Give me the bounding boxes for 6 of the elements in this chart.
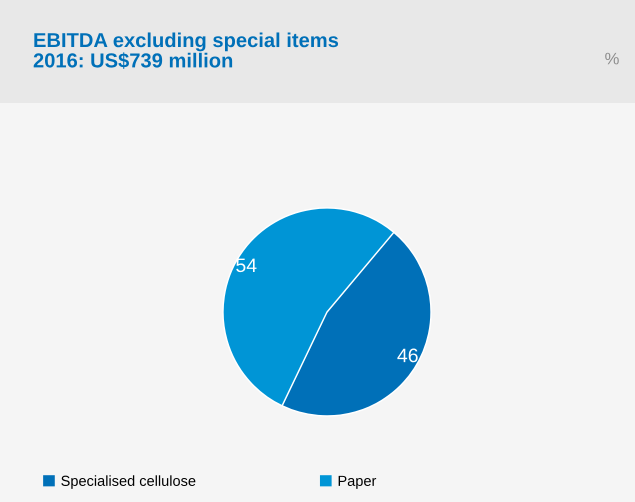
text: %	[605, 52, 619, 64]
data-label: 54	[236, 258, 256, 272]
chart-title: EBITDA excluding special items 2016: US$739 million	[34, 32, 338, 69]
legend-label: Paper	[338, 476, 376, 489]
legend-label: Specialised cellulose	[61, 475, 196, 489]
data-label: 46	[397, 348, 418, 362]
